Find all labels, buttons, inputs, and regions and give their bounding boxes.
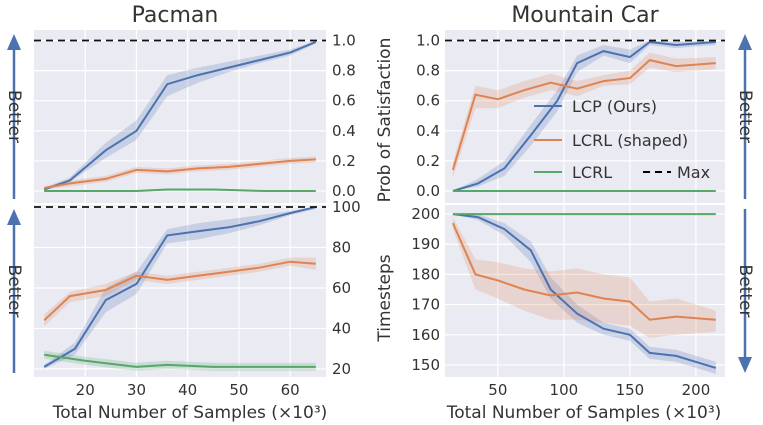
better-arrow	[7, 34, 21, 199]
svg-text:LCRL (shaped): LCRL (shaped)	[572, 131, 688, 150]
x-tick-label: 40	[178, 381, 197, 399]
panel-pacman-probability: 0.0 0.2 0.4 0.6 0.8 1.0 Better Pacman	[4, 3, 356, 203]
y-tick-label: 190	[411, 235, 440, 253]
y-tick-label: 0.8	[332, 62, 356, 80]
series-line	[452, 213, 717, 369]
x-tick-label: 20	[76, 381, 95, 399]
y-tick-label: 1.0	[416, 32, 440, 50]
legend-entry: LCRL (shaped)	[534, 131, 688, 150]
better-label: Better	[4, 265, 24, 318]
y-tick-label: 0.4	[332, 122, 356, 140]
svg-text:LCP (Ours): LCP (Ours)	[572, 97, 657, 116]
y-axis-label-prob: Prob of Satisfaction	[375, 38, 395, 203]
series-line	[43, 41, 317, 191]
y-tick-label: 180	[411, 265, 440, 283]
y-tick-label: 160	[411, 326, 440, 344]
y-tick-label: 0.8	[416, 62, 440, 80]
y-tick-label: 80	[332, 238, 351, 256]
svg-text:LCRL: LCRL	[572, 163, 612, 182]
confidence-band	[44, 207, 316, 369]
confidence-band	[452, 214, 716, 374]
y-axis-label-timesteps: Timesteps	[375, 254, 395, 342]
series-line	[451, 222, 716, 321]
svg-text:Max: Max	[677, 163, 710, 182]
legend-entry: LCRL	[534, 163, 612, 182]
series-line	[43, 206, 317, 368]
legend: LCP (Ours) LCRL (shaped) LCRL Max	[534, 97, 710, 182]
series-line	[452, 40, 716, 192]
better-arrow	[738, 34, 752, 199]
x-tick-label: 60	[281, 381, 300, 399]
confidence-band	[452, 40, 716, 191]
y-tick-label: 0.2	[416, 152, 440, 170]
y-tick-label: 20	[332, 360, 351, 378]
series-line	[43, 260, 316, 322]
x-axis-label-mountaincar: Total Number of Samples (×10³)	[446, 403, 722, 423]
y-tick-label: 1.0	[332, 32, 356, 50]
series-line	[44, 158, 316, 189]
series-line	[44, 188, 316, 192]
x-tick-label: 100	[550, 381, 579, 399]
x-tick-label: 50	[488, 381, 507, 399]
y-tick-label: 100	[332, 198, 361, 216]
chart-title-pacman: Pacman	[132, 3, 219, 28]
y-tick-label: 0.0	[416, 182, 440, 200]
legend-entry: LCP (Ours)	[534, 97, 657, 116]
series-line	[451, 59, 716, 171]
confidence-band	[452, 217, 716, 338]
y-tick-label: 0.6	[416, 92, 440, 110]
y-tick-label: 200	[411, 205, 440, 223]
better-label: Better	[735, 265, 755, 318]
y-tick-label: 0.0	[332, 182, 356, 200]
x-tick-label: 150	[616, 381, 645, 399]
confidence-band	[452, 52, 716, 178]
plot-background	[445, 205, 725, 377]
plot-background	[34, 30, 326, 203]
x-tick-label: 50	[229, 381, 248, 399]
panel-pacman-timesteps: 20 40 60 80 100 20 30 40 50 60 Better Total Number …	[4, 198, 361, 423]
confidence-band	[44, 350, 316, 371]
better-label: Better	[735, 90, 755, 143]
legend-entry: Max	[643, 163, 710, 182]
y-tick-label: 60	[332, 279, 351, 297]
y-tick-label: 0.6	[332, 92, 356, 110]
y-tick-label: 150	[411, 356, 440, 374]
better-arrow	[738, 209, 752, 373]
panel-mountaincar-probability: 0.0 0.2 0.4 0.6 0.8 1.0 Better LCP (Ours) LCRL (…	[375, 3, 755, 203]
panel-mountaincar-timesteps: 150 160 170 180 190 200 50 100 150 200 Better Times…	[375, 205, 755, 423]
x-axis-label-pacman: Total Number of Samples (×10³)	[52, 403, 328, 423]
better-arrow	[7, 209, 21, 373]
better-label: Better	[4, 90, 24, 143]
x-tick-label: 200	[682, 381, 711, 399]
y-tick-label: 0.4	[416, 122, 440, 140]
y-tick-label: 40	[332, 319, 351, 337]
y-tick-label: 170	[411, 296, 440, 314]
y-tick-label: 0.2	[332, 152, 356, 170]
confidence-band	[44, 40, 316, 190]
chart-title-mountaincar: Mountain Car	[511, 3, 659, 28]
x-tick-label: 30	[127, 381, 146, 399]
series-line	[44, 353, 316, 368]
